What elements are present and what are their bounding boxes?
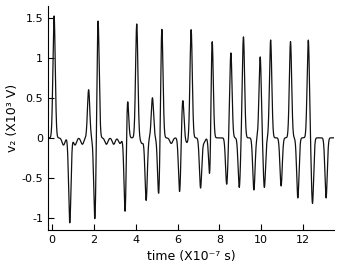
Y-axis label: v₂ (X10³ V): v₂ (X10³ V): [5, 84, 19, 152]
X-axis label: time (X10⁻⁷ s): time (X10⁻⁷ s): [147, 250, 235, 263]
